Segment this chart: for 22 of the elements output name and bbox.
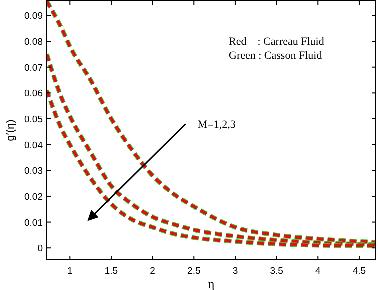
y-tick-label: 0.04 bbox=[24, 140, 43, 152]
annotation: Red : Carreau Fluid bbox=[229, 36, 325, 48]
x-tick-label: 3.5 bbox=[270, 266, 284, 277]
y-axis-title: g′(η) bbox=[5, 120, 17, 142]
x-tick-label: 2 bbox=[150, 266, 156, 277]
y-tick-label: 0.08 bbox=[24, 37, 43, 48]
y-tick-label: 0.05 bbox=[24, 114, 43, 126]
x-tick-label: 4.5 bbox=[352, 266, 366, 277]
x-tick-label: 2.5 bbox=[188, 266, 201, 277]
x-tick-label: 4 bbox=[315, 266, 321, 277]
annotation: M=1,2,3 bbox=[198, 119, 236, 132]
y-tick-label: 0.01 bbox=[24, 218, 43, 229]
y-tick-label: 0.02 bbox=[24, 192, 43, 203]
annotation: Green : Casson Fluid bbox=[229, 50, 323, 62]
y-tick-label: 0.09 bbox=[24, 11, 43, 22]
y-tick-label: 0 bbox=[38, 244, 43, 255]
y-tick-label: 0.07 bbox=[24, 62, 43, 74]
x-tick-label: 1 bbox=[67, 266, 73, 277]
x-tick-label: 3 bbox=[232, 266, 238, 277]
y-tick-label: 0.06 bbox=[24, 88, 43, 100]
y-tick-label: 0.03 bbox=[24, 166, 43, 178]
x-tick-label: 1.5 bbox=[104, 266, 118, 277]
